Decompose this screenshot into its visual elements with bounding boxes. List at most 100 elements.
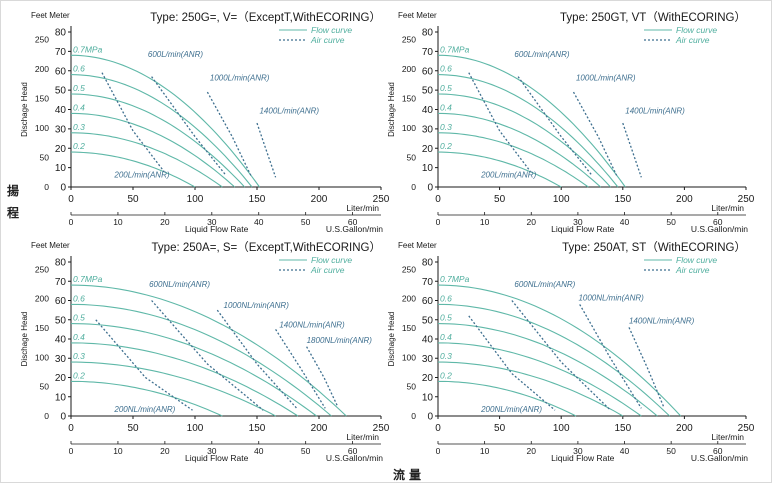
ft-tick-label: 50 bbox=[40, 152, 50, 162]
y-tick-label: 20 bbox=[422, 144, 434, 155]
x-tick-label: 0 bbox=[68, 194, 74, 205]
gallon-tick-label: 50 bbox=[666, 446, 676, 456]
y-tick-label: 10 bbox=[422, 163, 434, 174]
ft-tick-label: 100 bbox=[402, 352, 416, 362]
gallon-tick-label: 20 bbox=[527, 217, 537, 227]
ft-tick-label: 100 bbox=[35, 123, 49, 133]
flow-bottom-label: 流量 bbox=[393, 468, 426, 482]
y-axis-label: Dischage Head bbox=[387, 82, 396, 137]
flow-curve-label: 0.4 bbox=[440, 332, 452, 342]
flow-curve-label: 0.3 bbox=[73, 122, 85, 132]
ft-tick-label: 0 bbox=[411, 411, 416, 421]
flow-curve-label: 0.7MPa bbox=[440, 44, 470, 54]
air-curve-line bbox=[628, 327, 665, 407]
legend-flow-label: Flow curve bbox=[676, 25, 717, 35]
ft-tick-label: 200 bbox=[35, 64, 49, 74]
air-curve-label: 200NL/min(ANR) bbox=[480, 405, 542, 414]
flow-curve-line bbox=[71, 132, 223, 188]
x-tick-label: 250 bbox=[373, 194, 390, 205]
flow-curve-line bbox=[70, 93, 246, 188]
flow-curve-line bbox=[438, 132, 589, 188]
gallon-tick-label: 60 bbox=[713, 217, 723, 227]
flow-curve-line bbox=[71, 303, 332, 417]
flow-curve-label: 0.6 bbox=[73, 64, 85, 74]
air-curve-label: 200L/min(ANR) bbox=[113, 170, 169, 179]
gallon-tick-label: 0 bbox=[69, 217, 74, 227]
air-curve-label: 200NL/min(ANR) bbox=[113, 405, 175, 414]
air-curve-line bbox=[151, 76, 227, 176]
x-axis-label: Liquid Flow Rate bbox=[185, 453, 249, 463]
ft-tick-label: 150 bbox=[35, 93, 49, 103]
x-tick-label: 200 bbox=[311, 423, 328, 434]
flow-curve-label: 0.3 bbox=[440, 122, 452, 132]
x-units-bottom-label: U.S.Gallon/min bbox=[326, 224, 383, 234]
flow-curve-label: 0.6 bbox=[73, 293, 85, 303]
flow-curve-line bbox=[437, 323, 658, 417]
air-curve-line bbox=[622, 122, 642, 178]
gallon-tick-label: 50 bbox=[301, 217, 311, 227]
x-tick-label: 50 bbox=[127, 423, 139, 434]
air-curve-label: 1800NL/min(ANR) bbox=[307, 336, 373, 345]
head-side-label-1: 揚 bbox=[7, 184, 20, 198]
chart-panel-1: Type: 250G=, V=（ExceptT,WithECORING） 0 10 2… bbox=[20, 11, 390, 234]
y-tick-label: 30 bbox=[55, 124, 67, 135]
y-tick-label: 70 bbox=[422, 47, 434, 58]
flow-curve-line bbox=[438, 342, 642, 417]
ft-tick-label: 250 bbox=[402, 264, 416, 274]
flow-curve-label: 0.2 bbox=[73, 141, 85, 151]
air-curve-line bbox=[579, 304, 642, 409]
air-curve-line bbox=[468, 72, 531, 172]
flow-curve-label: 0.6 bbox=[440, 64, 452, 74]
y-tick-label: 40 bbox=[55, 335, 67, 346]
ft-tick-label: 0 bbox=[44, 182, 49, 192]
y-tick-label: 10 bbox=[55, 392, 67, 403]
chart-title: Type: 250AT, ST（WithECORING） bbox=[562, 241, 746, 254]
gallon-tick-label: 40 bbox=[620, 446, 630, 456]
ft-tick-label: 200 bbox=[402, 64, 416, 74]
ft-tick-label: 200 bbox=[402, 294, 416, 304]
x-units-top-label: Liter/min bbox=[346, 432, 379, 442]
x-tick-label: 50 bbox=[494, 423, 506, 434]
y-tick-label: 20 bbox=[422, 373, 434, 384]
y-tick-label: 30 bbox=[422, 124, 434, 135]
gallon-tick-label: 30 bbox=[573, 217, 583, 227]
flow-curve-label: 0.4 bbox=[73, 332, 85, 342]
air-curve-line bbox=[206, 91, 252, 176]
y-tick-label: 0 bbox=[60, 183, 66, 194]
ft-tick-label: 200 bbox=[35, 294, 49, 304]
gallon-tick-label: 0 bbox=[69, 446, 74, 456]
legend-flow-label: Flow curve bbox=[311, 25, 352, 35]
air-curve-label: 1400NL/min(ANR) bbox=[629, 317, 695, 326]
y-tick-label: 40 bbox=[55, 105, 67, 116]
air-curve-line bbox=[468, 315, 556, 411]
gallon-tick-label: 30 bbox=[207, 446, 217, 456]
flow-curve-label: 0.5 bbox=[440, 83, 452, 93]
gallon-tick-label: 0 bbox=[436, 217, 441, 227]
chart-panel-2: Type: 250GT, VT（WithECORING） 0 10 20 30 40 50 6… bbox=[387, 11, 755, 234]
x-tick-label: 0 bbox=[435, 194, 441, 205]
x-tick-label: 0 bbox=[435, 423, 441, 434]
flow-curve-label: 0.5 bbox=[440, 313, 452, 323]
head-side-label-2: 程 bbox=[7, 206, 20, 220]
air-curve-line bbox=[306, 346, 339, 407]
y-tick-label: 50 bbox=[422, 315, 434, 326]
air-curve-label: 1400NL/min(ANR) bbox=[279, 320, 345, 329]
flow-curve-line bbox=[71, 361, 276, 417]
x-units-top-label: Liter/min bbox=[346, 203, 379, 213]
x-units-top-label: Liter/min bbox=[711, 203, 744, 213]
air-curve-label: 1000NL/min(ANR) bbox=[578, 294, 644, 303]
ft-tick-label: 50 bbox=[407, 152, 417, 162]
air-curve-line bbox=[151, 300, 264, 411]
ft-tick-label: 150 bbox=[402, 323, 416, 333]
gallon-tick-label: 20 bbox=[527, 446, 537, 456]
x-units-bottom-label: U.S.Gallon/min bbox=[691, 453, 748, 463]
flow-curve-line bbox=[71, 151, 196, 188]
y-tick-label: 30 bbox=[422, 354, 434, 365]
chart-title: Type: 250A=, S=（ExceptT,WithECORING） bbox=[152, 241, 381, 254]
chart-panel-4: Type: 250AT, ST（WithECORING） 0 10 20 30 40 50 6… bbox=[387, 241, 755, 463]
flow-curve-line bbox=[437, 74, 619, 188]
x-tick-label: 150 bbox=[614, 194, 631, 205]
gallon-tick-label: 60 bbox=[713, 446, 723, 456]
flow-curve-label: 0.2 bbox=[440, 370, 452, 380]
